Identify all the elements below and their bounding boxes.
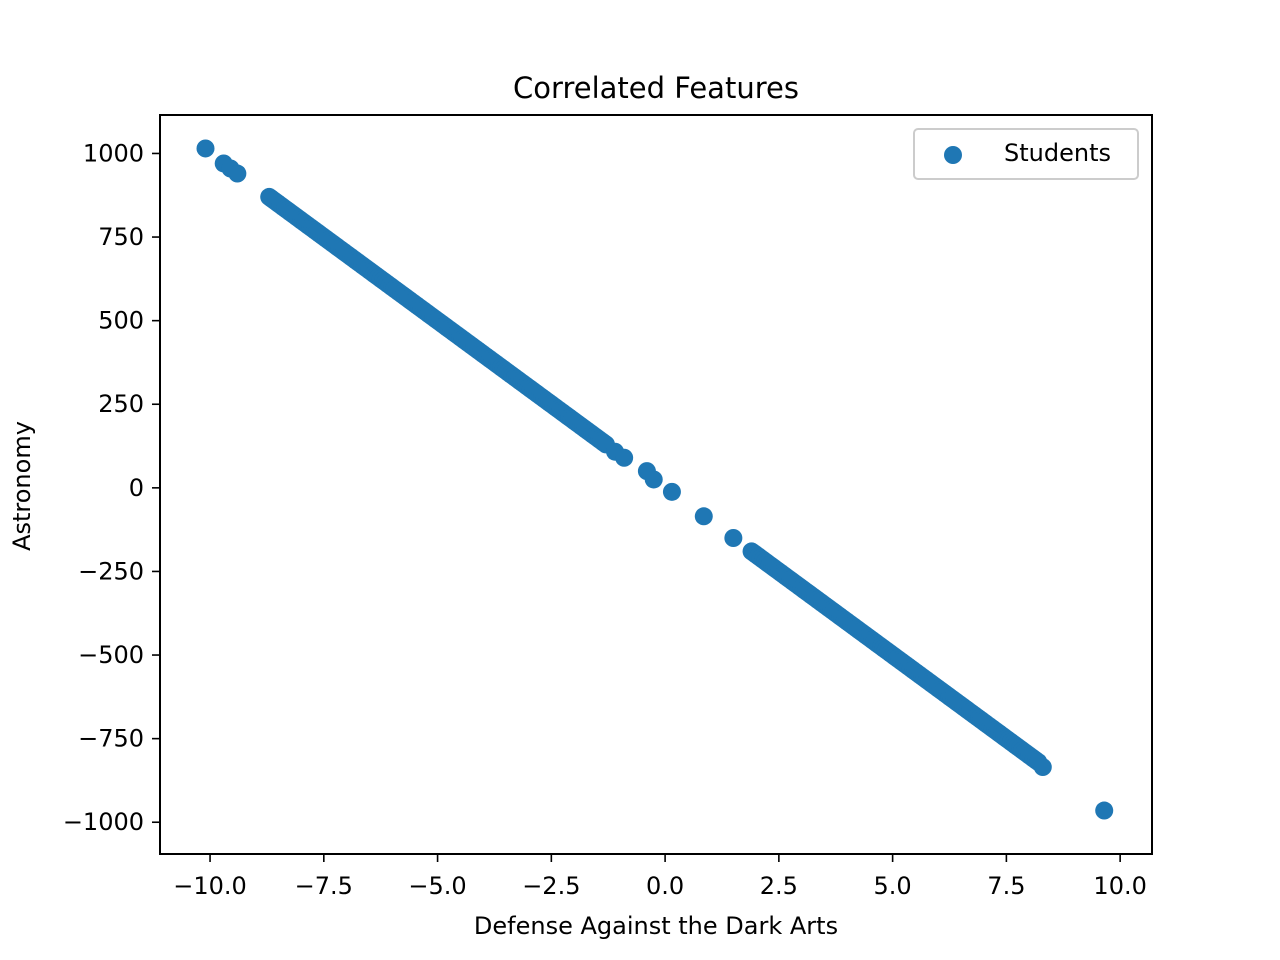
x-tick-label: 0.0 xyxy=(646,872,684,900)
y-tick-label: 1000 xyxy=(83,139,144,167)
y-tick-label: −750 xyxy=(78,725,144,753)
y-tick-label: 250 xyxy=(98,390,144,418)
x-tick-label: 7.5 xyxy=(987,872,1025,900)
y-tick-label: 750 xyxy=(98,223,144,251)
y-tick-label: 500 xyxy=(98,307,144,335)
x-tick-label: 2.5 xyxy=(760,872,798,900)
x-tick-label: −10.0 xyxy=(173,872,247,900)
data-point xyxy=(724,529,743,548)
legend-label: Students xyxy=(1004,139,1111,167)
x-tick-label: −5.0 xyxy=(408,872,466,900)
data-point xyxy=(694,507,713,526)
y-tick-label: 0 xyxy=(129,474,144,502)
x-axis-label: Defense Against the Dark Arts xyxy=(474,912,838,940)
x-tick-label: 10.0 xyxy=(1093,872,1146,900)
legend-box xyxy=(913,128,1139,180)
data-point xyxy=(1033,758,1052,777)
y-tick-label: −500 xyxy=(78,641,144,669)
x-axis-ticks: −10.0 −7.5 −5.0 −2.5 0.0 2.5 5.0 7.5 10.0 xyxy=(173,854,1147,900)
points-layer xyxy=(196,139,1114,820)
y-axis-label: Astronomy xyxy=(8,421,36,551)
x-tick-label: −7.5 xyxy=(295,872,353,900)
x-tick-label: 5.0 xyxy=(874,872,912,900)
data-point xyxy=(196,139,215,158)
y-tick-label: −1000 xyxy=(63,808,144,836)
chart-title: Correlated Features xyxy=(513,71,799,105)
plot-frame xyxy=(159,114,1153,855)
y-tick-label: −250 xyxy=(78,557,144,585)
y-axis-ticks: 1000 750 500 250 0 −250 −500 −750 −1000 xyxy=(63,139,160,836)
legend: Students xyxy=(913,128,1139,180)
data-point xyxy=(644,470,663,489)
data-point xyxy=(615,448,634,467)
data-point xyxy=(1095,801,1114,820)
x-tick-label: −2.5 xyxy=(522,872,580,900)
legend-marker xyxy=(944,146,962,164)
data-point xyxy=(662,482,681,501)
data-point xyxy=(228,164,247,183)
